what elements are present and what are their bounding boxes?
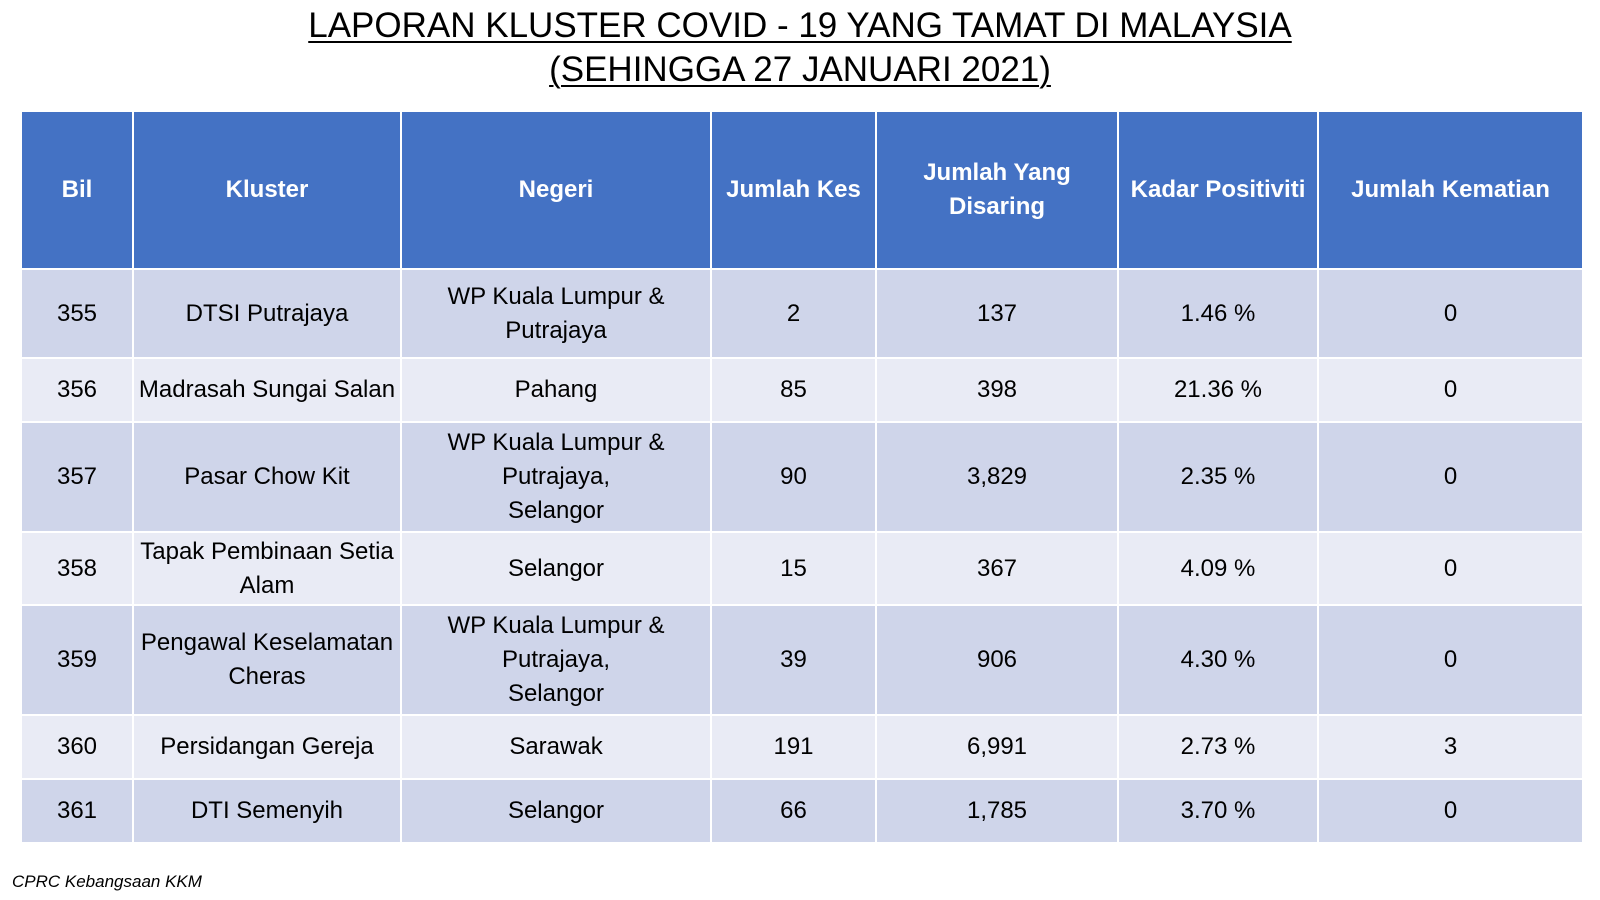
cell-bil: 360 — [20, 714, 134, 780]
header-bil: Bil — [20, 110, 134, 270]
cell-jumlah-kes: 191 — [710, 714, 877, 780]
cell-negeri-line: Putrajaya — [505, 316, 607, 344]
cell-kluster: Pasar Chow Kit — [132, 421, 402, 533]
cell-negeri: Pahang — [400, 357, 712, 423]
cell-bil: 361 — [20, 778, 134, 844]
cell-negeri-line: Selangor — [507, 554, 605, 582]
cell-jumlah-kematian: 0 — [1317, 778, 1584, 844]
cell-negeri-line: Putrajaya, — [501, 646, 611, 673]
cell-kluster-line: Madrasah Sungai Salan — [138, 376, 396, 403]
cell-negeri-line: Putrajaya, — [501, 463, 611, 490]
cell-jumlah-kes: 39 — [710, 604, 877, 716]
cell-kadar-positiviti: 4.30 % — [1117, 604, 1319, 716]
cell-kadar-positiviti: 21.36 % — [1117, 357, 1319, 423]
cell-negeri-line: WP Kuala Lumpur & — [447, 612, 665, 639]
table-row: 357 Pasar Chow Kit WP Kuala Lumpur & Putraj… — [20, 421, 1584, 533]
cell-bil: 358 — [20, 531, 134, 606]
cell-negeri-line: WP Kuala Lumpur & — [447, 429, 665, 456]
cell-negeri: Selangor — [400, 531, 712, 606]
cell-jumlah-kes: 90 — [710, 421, 877, 533]
cell-negeri: Selangor — [400, 778, 712, 844]
cell-jumlah-kematian: 0 — [1317, 531, 1584, 606]
cell-kluster-line: Cheras — [228, 663, 306, 690]
cell-kluster-line: Alam — [239, 571, 295, 599]
cell-kadar-positiviti: 4.09 % — [1117, 531, 1319, 606]
table-body: 355 DTSI Putrajaya WP Kuala Lumpur & Putraj… — [20, 268, 1584, 844]
cell-bil: 357 — [20, 421, 134, 533]
cell-negeri: WP Kuala Lumpur & Putrajaya, Selangor — [400, 604, 712, 716]
cluster-table: Bil Kluster Negeri Jumlah Kes Jumlah Yan… — [20, 110, 1584, 844]
cell-kadar-positiviti: 1.46 % — [1117, 268, 1319, 359]
cell-jumlah-kematian: 0 — [1317, 421, 1584, 533]
cell-kluster: Tapak Pembinaan Setia Alam — [132, 531, 402, 606]
cell-kluster: Madrasah Sungai Salan — [132, 357, 402, 423]
cell-kluster: DTSI Putrajaya — [132, 268, 402, 359]
table-row: 359 Pengawal Keselamatan Cheras WP Kuala Lu… — [20, 604, 1584, 716]
cell-negeri-line: Selangor — [507, 680, 605, 707]
header-jumlah-disaring-line-1: Jumlah Yang — [923, 159, 1071, 186]
cell-jumlah-kematian: 0 — [1317, 268, 1584, 359]
cell-negeri: WP Kuala Lumpur & Putrajaya, Selangor — [400, 421, 712, 533]
cell-negeri-line: WP Kuala Lumpur & — [447, 282, 665, 310]
cell-jumlah-disaring: 367 — [875, 531, 1119, 606]
table-row: 355 DTSI Putrajaya WP Kuala Lumpur & Putraj… — [20, 268, 1584, 359]
title-line-2: (SEHINGGA 27 JANUARI 2021) — [549, 50, 1051, 89]
title-line-1: LAPORAN KLUSTER COVID - 19 YANG TAMAT DI… — [308, 6, 1292, 45]
cell-jumlah-disaring: 1,785 — [875, 778, 1119, 844]
cell-kluster: DTI Semenyih — [132, 778, 402, 844]
cell-jumlah-kematian: 3 — [1317, 714, 1584, 780]
header-negeri: Negeri — [400, 110, 712, 270]
table-row: 361 DTI Semenyih Selangor 66 1,785 3.70 % 0 — [20, 778, 1584, 844]
cell-jumlah-disaring: 137 — [875, 268, 1119, 359]
cell-jumlah-disaring: 6,991 — [875, 714, 1119, 780]
cell-bil: 355 — [20, 268, 134, 359]
cell-kluster: Pengawal Keselamatan Cheras — [132, 604, 402, 716]
cell-kluster-line: Tapak Pembinaan Setia — [140, 537, 394, 565]
cell-negeri: Sarawak — [400, 714, 712, 780]
header-kadar-positiviti: Kadar Positiviti — [1117, 110, 1319, 270]
header-jumlah-kes: Jumlah Kes — [710, 110, 877, 270]
header-jumlah-kematian: Jumlah Kematian — [1317, 110, 1584, 270]
cell-kluster-line: DTI Semenyih — [190, 797, 344, 824]
cell-kadar-positiviti: 2.35 % — [1117, 421, 1319, 533]
table-row: 358 Tapak Pembinaan Setia Alam Selangor 15 36… — [20, 531, 1584, 606]
header-jumlah-disaring-line-2: Disaring — [948, 193, 1046, 220]
cell-kluster: Persidangan Gereja — [132, 714, 402, 780]
table-row: 360 Persidangan Gereja Sarawak 191 6,991 2.73… — [20, 714, 1584, 780]
table-header-row: Bil Kluster Negeri Jumlah Kes Jumlah Yan… — [20, 110, 1584, 270]
cell-jumlah-kes: 15 — [710, 531, 877, 606]
page-title: LAPORAN KLUSTER COVID - 19 YANG TAMAT DI… — [0, 4, 1600, 92]
cell-jumlah-kes: 66 — [710, 778, 877, 844]
cell-jumlah-disaring: 3,829 — [875, 421, 1119, 533]
cell-jumlah-disaring: 906 — [875, 604, 1119, 716]
cell-jumlah-kematian: 0 — [1317, 604, 1584, 716]
cell-jumlah-kes: 85 — [710, 357, 877, 423]
cell-negeri-line: Sarawak — [509, 733, 603, 760]
cell-kluster-line: DTSI Putrajaya — [185, 299, 349, 327]
cell-negeri-line: Selangor — [507, 797, 605, 824]
cell-jumlah-kematian: 0 — [1317, 357, 1584, 423]
cell-kadar-positiviti: 2.73 % — [1117, 714, 1319, 780]
cell-kadar-positiviti: 3.70 % — [1117, 778, 1319, 844]
header-kluster: Kluster — [132, 110, 402, 270]
cell-bil: 356 — [20, 357, 134, 423]
cell-kluster-line: Pengawal Keselamatan — [140, 629, 394, 656]
cell-jumlah-kes: 2 — [710, 268, 877, 359]
cell-negeri-line: Selangor — [507, 497, 605, 524]
cell-bil: 359 — [20, 604, 134, 716]
cell-negeri: WP Kuala Lumpur & Putrajaya — [400, 268, 712, 359]
table-row: 356 Madrasah Sungai Salan Pahang 85 398 21.36… — [20, 357, 1584, 423]
cell-jumlah-disaring: 398 — [875, 357, 1119, 423]
cell-kluster-line: Pasar Chow Kit — [184, 463, 350, 490]
cell-kluster-line: Persidangan Gereja — [160, 733, 374, 760]
source-footer: CPRC Kebangsaan KKM — [12, 872, 202, 891]
cell-negeri-line: Pahang — [514, 376, 598, 403]
header-jumlah-disaring: Jumlah Yang Disaring — [875, 110, 1119, 270]
